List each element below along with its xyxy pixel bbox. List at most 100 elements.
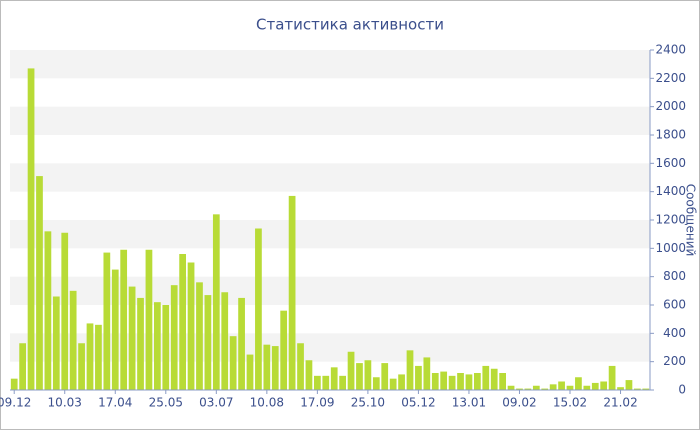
bar <box>558 381 565 390</box>
bar <box>271 346 279 390</box>
grid-band <box>10 106 650 135</box>
bar <box>617 387 624 390</box>
bar <box>583 385 591 390</box>
bar <box>137 297 144 390</box>
y-tick-label: 2400 <box>655 43 686 57</box>
bar <box>541 388 549 390</box>
bar <box>347 351 355 390</box>
bar <box>111 269 119 390</box>
bar <box>634 388 641 390</box>
bar <box>575 377 582 390</box>
bar <box>499 373 506 390</box>
bar <box>524 388 532 390</box>
bar <box>128 286 136 390</box>
y-tick-label: 400 <box>663 326 686 340</box>
bar <box>339 375 346 390</box>
y-tick-label: 200 <box>663 354 686 368</box>
bar <box>255 228 262 390</box>
y-axis-label: Сообщений <box>684 184 698 257</box>
bar <box>44 231 52 390</box>
bar <box>415 365 422 390</box>
x-tick-label: 10.08 <box>250 396 284 410</box>
bar <box>86 323 94 390</box>
bar <box>27 68 35 391</box>
bar <box>212 214 220 390</box>
bar <box>448 375 456 390</box>
bar <box>145 249 153 390</box>
bar <box>372 377 380 390</box>
bar <box>490 368 498 390</box>
bar <box>406 350 414 390</box>
y-tick-label: 800 <box>663 269 686 283</box>
grid-band <box>10 220 650 249</box>
bar <box>221 292 229 390</box>
bar <box>465 374 473 390</box>
bar <box>457 373 464 390</box>
bar <box>170 285 178 390</box>
bar <box>482 365 490 390</box>
bar <box>516 388 523 390</box>
x-tick-label: 25.05 <box>149 396 183 410</box>
bar <box>78 343 85 390</box>
bar <box>238 297 245 390</box>
bar <box>103 252 111 390</box>
bar <box>280 310 288 390</box>
bar <box>625 380 633 390</box>
x-tick-label: 25.10 <box>351 396 385 410</box>
bar <box>95 324 102 390</box>
grid-band <box>10 163 650 192</box>
bar <box>10 378 18 390</box>
grid-band <box>10 50 650 79</box>
bar <box>61 232 69 390</box>
bar <box>120 249 128 390</box>
y-tick-label: 1200 <box>655 213 686 227</box>
x-tick-label: 21.02 <box>603 396 637 410</box>
y-tick-label: 600 <box>663 298 686 312</box>
bar <box>330 367 338 390</box>
y-tick-label: 1400 <box>655 184 686 198</box>
bar <box>591 382 599 390</box>
bar <box>263 344 271 390</box>
bar <box>229 336 237 390</box>
bar <box>305 360 313 390</box>
bar <box>608 365 616 390</box>
bar <box>196 282 203 390</box>
bar <box>389 378 397 390</box>
x-tick-label: 17.09 <box>300 396 334 410</box>
bar <box>179 254 186 390</box>
bar <box>642 388 650 390</box>
y-tick-label: 1000 <box>655 241 686 255</box>
bar <box>69 290 77 390</box>
bar <box>440 371 448 390</box>
bar <box>356 363 363 390</box>
x-tick-label: 09.02 <box>502 396 536 410</box>
y-tick-label: 0 <box>678 383 686 397</box>
bar <box>162 305 170 390</box>
bar <box>549 384 557 390</box>
x-tick-label: 17.04 <box>98 396 132 410</box>
bar <box>187 262 195 390</box>
bar <box>36 176 43 390</box>
bar <box>364 360 372 390</box>
bar <box>19 343 26 390</box>
bar <box>381 363 389 390</box>
bar <box>246 354 254 390</box>
bar <box>600 381 608 390</box>
y-tick-label: 1800 <box>655 128 686 142</box>
bar <box>297 343 304 390</box>
bar <box>322 375 330 390</box>
bar <box>52 296 60 390</box>
y-tick-label: 1600 <box>655 156 686 170</box>
chart-title: Статистика активности <box>256 16 444 34</box>
x-tick-label: 03.07 <box>199 396 233 410</box>
bar <box>423 357 431 390</box>
bar <box>288 195 296 390</box>
x-tick-label: 09.12 <box>0 396 31 410</box>
bar <box>532 385 540 390</box>
x-tick-label: 13.01 <box>452 396 486 410</box>
x-tick-label: 05.12 <box>401 396 435 410</box>
bar <box>204 295 212 390</box>
y-tick-label: 2000 <box>655 99 686 113</box>
